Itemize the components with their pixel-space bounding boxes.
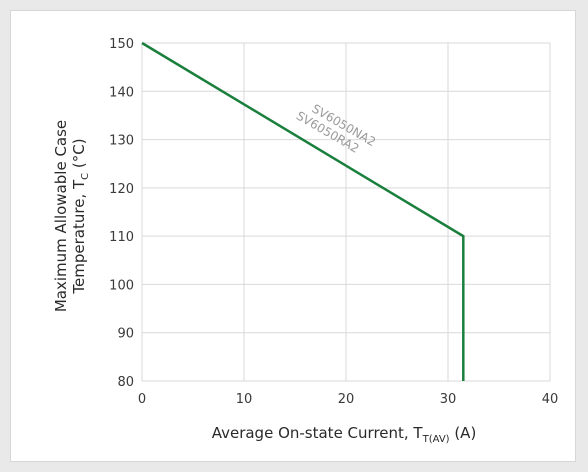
curve-annotation: SV6050NA2 SV6050RA2 [294, 101, 378, 155]
y-axis-title-line2: Temperature, TC (°C) [70, 138, 91, 294]
x-tick-label-40: 40 [542, 392, 559, 407]
grid [141, 42, 551, 382]
chart-frame: 80 90 100 110 120 130 140 150 0 10 20 30 40 SV6050NA… [10, 10, 576, 462]
y-tick-label-140: 140 [109, 85, 134, 100]
chart-svg: 80 90 100 110 120 130 140 150 0 10 20 30 40 SV6050NA… [52, 37, 558, 445]
series-group [141, 41, 465, 381]
y-tick-label-130: 130 [109, 134, 134, 149]
y-axis-title-line1: Maximum Allowable Case [52, 120, 70, 312]
y-tick-label-110: 110 [109, 230, 134, 245]
x-tick-label-20: 20 [338, 392, 355, 407]
series-line-0 [141, 41, 465, 381]
x-axis-title: Average On-state Current, TT(AV) (A) [212, 424, 477, 445]
y-tick-label-120: 120 [109, 182, 134, 197]
y-tick-label-90: 90 [117, 327, 134, 342]
x-tick-label-0: 0 [138, 392, 146, 407]
y-tick-label-150: 150 [109, 37, 134, 52]
y-axis-title: Maximum Allowable Case Temperature, TC (… [52, 120, 91, 312]
x-tick-label-10: 10 [236, 392, 253, 407]
y-tick-label-100: 100 [109, 278, 134, 293]
tick-labels: 80 90 100 110 120 130 140 150 0 10 20 30 40 [109, 37, 558, 407]
y-tick-label-80: 80 [117, 375, 134, 390]
x-tick-label-30: 30 [440, 392, 457, 407]
